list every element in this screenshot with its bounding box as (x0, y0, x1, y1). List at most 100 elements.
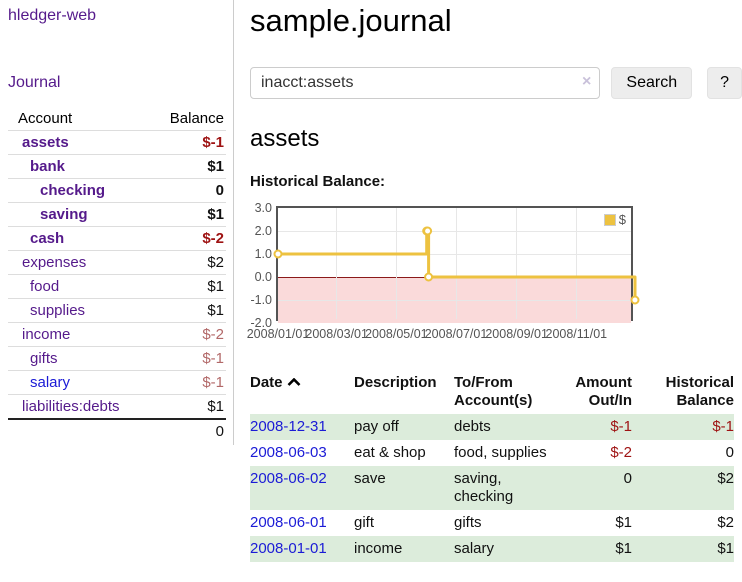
y-tick-label: 0.0 (254, 270, 272, 284)
brand-link[interactable]: hledger-web (8, 7, 97, 24)
account-link[interactable]: bank (30, 158, 66, 175)
transaction-amount: $-1 (610, 418, 632, 435)
x-tick-label: 2008/03/01 (305, 327, 368, 341)
balance-series-line (273, 226, 640, 305)
account-link[interactable]: checking (40, 182, 106, 199)
sort-ascending-icon[interactable] (287, 373, 301, 391)
transaction-amount: $1 (615, 540, 632, 557)
register-table: Date Description To/From Account(s) Amou… (250, 370, 734, 562)
accounts-header-account: Account (18, 110, 73, 127)
balance-chart: 3.0 2.0 1.0 0.0 -1.0 -2.0 $ 2008/01/01 2008/03… (247, 201, 742, 348)
account-row: gifts $-1 (8, 346, 226, 371)
accounts-total-row: 0 (8, 419, 226, 443)
data-point-marker (424, 272, 434, 282)
account-balance: $1 (207, 278, 224, 295)
h-gridline (278, 299, 631, 301)
transaction-description: eat & shop (354, 444, 426, 461)
search-form: × Search ? (250, 67, 742, 99)
register-header-date-label: Date (250, 374, 283, 391)
clear-search-icon[interactable]: × (582, 73, 592, 90)
transaction-balance: $1 (717, 540, 734, 557)
account-balance: $-1 (202, 350, 224, 367)
account-link[interactable]: gifts (30, 350, 58, 367)
x-tick-label: 2008/09/01 (485, 327, 548, 341)
chart-plot[interactable]: $ (273, 206, 640, 323)
account-row: expenses $2 (8, 250, 226, 275)
account-balance: $1 (207, 398, 224, 415)
page-title: sample.journal (250, 3, 452, 38)
v-gridline (336, 208, 338, 319)
transaction-accounts: debts (454, 418, 491, 435)
account-link[interactable]: food (30, 278, 60, 295)
accounts-header-balance: Balance (169, 110, 224, 127)
account-balance: $-2 (202, 230, 224, 247)
chart-legend: $ (601, 211, 628, 228)
account-row: food $1 (8, 274, 226, 299)
y-tick-label: -2.0 (250, 316, 272, 330)
account-link[interactable]: saving (40, 206, 88, 223)
register-row: 2008-06-01 gift gifts $1 $2 (250, 510, 734, 536)
transaction-description: save (354, 470, 386, 487)
account-row: saving $1 (8, 202, 226, 227)
register-row: 2008-06-02 save saving, checking 0 $2 (250, 466, 734, 510)
account-balance: 0 (215, 182, 224, 199)
y-tick-label: -1.0 (250, 293, 272, 307)
v-gridline (575, 208, 577, 319)
account-row: assets $-1 (8, 130, 226, 155)
chart-title: Historical Balance: (250, 173, 386, 190)
data-point-marker (273, 249, 283, 259)
account-link[interactable]: cash (30, 230, 65, 247)
account-row: income $-2 (8, 322, 226, 347)
account-link[interactable]: liabilities:debts (22, 398, 120, 415)
search-input[interactable] (250, 67, 601, 99)
transaction-amount: $1 (615, 514, 632, 531)
search-button[interactable]: Search (611, 67, 693, 99)
account-row: liabilities:debts $1 (8, 394, 226, 420)
x-tick-label: 2008/11/01 (545, 327, 608, 341)
transaction-description: pay off (354, 418, 399, 435)
account-link[interactable]: salary (30, 374, 71, 391)
register-row: 2008-12-31 pay off debts $-1 $-1 (250, 414, 734, 440)
account-row: checking 0 (8, 178, 226, 203)
accounts-table: Account Balance assets $-1 bank $1 checkin… (8, 107, 226, 443)
transaction-date-link[interactable]: 2008-06-03 (250, 444, 327, 461)
legend-label: $ (618, 212, 626, 227)
register-header-row: Date Description To/From Account(s) Amou… (250, 370, 734, 414)
sidebar-item-journal[interactable]: Journal (8, 74, 61, 91)
account-link[interactable]: assets (22, 134, 69, 151)
transaction-amount: 0 (623, 470, 632, 487)
transaction-date-link[interactable]: 2008-06-01 (250, 514, 327, 531)
transaction-balance: $-1 (712, 418, 734, 435)
account-link[interactable]: expenses (22, 254, 87, 271)
transaction-description: gift (354, 514, 375, 531)
search-input-wrap: × (250, 67, 601, 99)
help-button[interactable]: ? (707, 67, 742, 99)
transaction-date-link[interactable]: 2008-06-02 (250, 470, 327, 487)
v-gridline (395, 208, 397, 319)
account-heading: assets (250, 125, 320, 152)
app-layout: hledger-web Journal Account Balance asse… (8, 0, 742, 562)
register-header-date[interactable]: Date (250, 370, 346, 414)
transaction-description: income (354, 540, 403, 557)
x-tick-label: 2008/07/01 (424, 327, 488, 341)
account-row: bank $1 (8, 154, 226, 179)
account-link[interactable]: income (22, 326, 71, 343)
chart-y-axis: 3.0 2.0 1.0 0.0 -1.0 -2.0 (250, 201, 272, 330)
transaction-accounts: gifts (454, 514, 482, 531)
main-content: sample.journal × Search ? assets Histori… (234, 0, 742, 562)
account-balance: $-2 (202, 326, 224, 343)
transaction-date-link[interactable]: 2008-01-01 (250, 540, 327, 557)
accounts-header-row: Account Balance (8, 107, 226, 131)
y-tick-label: 3.0 (254, 201, 272, 215)
transaction-accounts: saving, checking (454, 470, 514, 505)
account-link[interactable]: supplies (30, 302, 86, 319)
account-row: supplies $1 (8, 298, 226, 323)
x-tick-label: 2008/05/01 (365, 327, 428, 341)
account-balance: $-1 (202, 134, 224, 151)
v-gridline (516, 208, 518, 319)
register-header-amount: Amount Out/In (575, 374, 632, 409)
transaction-date-link[interactable]: 2008-12-31 (250, 418, 327, 435)
data-point-marker (630, 295, 640, 305)
account-row: salary $-1 (8, 370, 226, 395)
h-gridline (278, 230, 631, 232)
